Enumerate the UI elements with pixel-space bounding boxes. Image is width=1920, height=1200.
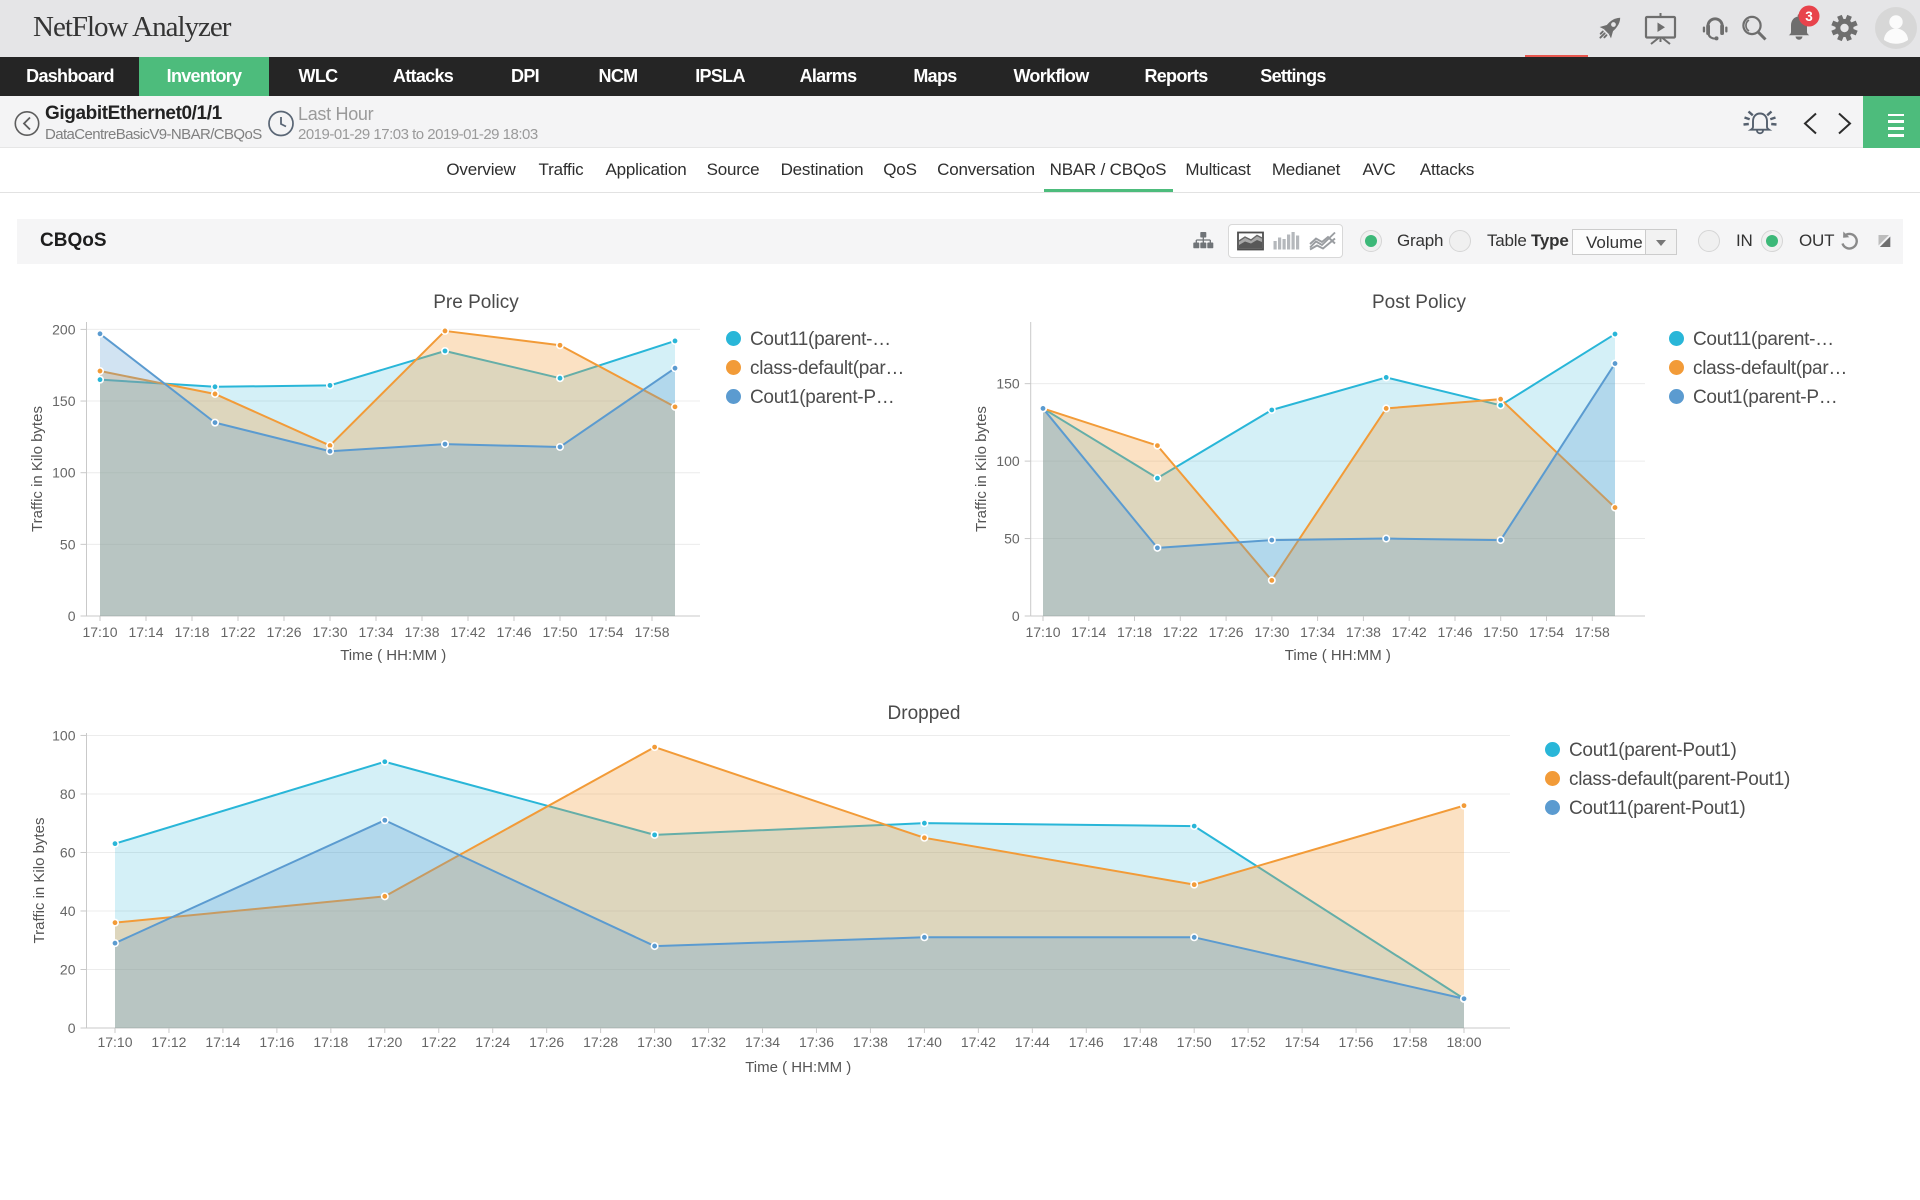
svg-text:17:10: 17:10 — [1025, 624, 1060, 640]
svg-text:17:36: 17:36 — [799, 1034, 834, 1050]
svg-text:100: 100 — [52, 727, 76, 743]
svg-text:17:28: 17:28 — [583, 1034, 618, 1050]
svg-text:Time ( HH:MM ): Time ( HH:MM ) — [340, 647, 446, 664]
svg-text:17:42: 17:42 — [961, 1034, 996, 1050]
svg-text:Dropped: Dropped — [888, 703, 961, 724]
svg-text:17:14: 17:14 — [128, 624, 163, 640]
svg-text:200: 200 — [52, 321, 76, 337]
svg-text:17:30: 17:30 — [637, 1034, 672, 1050]
svg-text:17:22: 17:22 — [220, 624, 255, 640]
svg-text:17:46: 17:46 — [496, 624, 531, 640]
svg-text:40: 40 — [60, 903, 76, 919]
svg-text:17:26: 17:26 — [266, 624, 301, 640]
svg-text:17:58: 17:58 — [634, 624, 669, 640]
svg-text:Traffic in Kilo bytes: Traffic in Kilo bytes — [31, 818, 48, 944]
svg-text:0: 0 — [68, 1020, 76, 1036]
svg-text:0: 0 — [68, 608, 76, 624]
svg-text:Post Policy: Post Policy — [1372, 292, 1466, 313]
svg-text:0: 0 — [1012, 608, 1020, 624]
svg-text:18:00: 18:00 — [1446, 1034, 1481, 1050]
svg-text:50: 50 — [1004, 531, 1020, 547]
svg-text:3: 3 — [1805, 9, 1813, 24]
svg-text:17:20: 17:20 — [367, 1034, 402, 1050]
svg-text:17:18: 17:18 — [174, 624, 209, 640]
svg-text:17:54: 17:54 — [1529, 624, 1564, 640]
svg-text:17:58: 17:58 — [1575, 624, 1610, 640]
svg-text:17:54: 17:54 — [588, 624, 623, 640]
svg-text:17:24: 17:24 — [475, 1034, 510, 1050]
svg-text:17:48: 17:48 — [1123, 1034, 1158, 1050]
svg-text:17:52: 17:52 — [1231, 1034, 1266, 1050]
svg-text:17:40: 17:40 — [907, 1034, 942, 1050]
svg-text:17:50: 17:50 — [1177, 1034, 1212, 1050]
svg-text:17:38: 17:38 — [1346, 624, 1381, 640]
svg-text:17:34: 17:34 — [1300, 624, 1335, 640]
svg-text:17:26: 17:26 — [1209, 624, 1244, 640]
svg-text:17:38: 17:38 — [404, 624, 439, 640]
svg-text:17:26: 17:26 — [529, 1034, 564, 1050]
svg-text:17:38: 17:38 — [853, 1034, 888, 1050]
svg-text:17:14: 17:14 — [1071, 624, 1106, 640]
svg-text:17:56: 17:56 — [1339, 1034, 1374, 1050]
svg-text:17:50: 17:50 — [542, 624, 577, 640]
svg-text:100: 100 — [996, 453, 1020, 469]
svg-text:17:16: 17:16 — [259, 1034, 294, 1050]
svg-text:150: 150 — [996, 376, 1020, 392]
svg-text:17:50: 17:50 — [1483, 624, 1518, 640]
svg-text:80: 80 — [60, 786, 76, 802]
svg-text:60: 60 — [60, 844, 76, 860]
svg-text:17:32: 17:32 — [691, 1034, 726, 1050]
svg-text:17:10: 17:10 — [82, 624, 117, 640]
svg-text:17:12: 17:12 — [151, 1034, 186, 1050]
svg-text:17:30: 17:30 — [1254, 624, 1289, 640]
svg-text:17:34: 17:34 — [358, 624, 393, 640]
svg-text:17:46: 17:46 — [1069, 1034, 1104, 1050]
svg-text:Traffic in Kilo bytes: Traffic in Kilo bytes — [973, 406, 990, 532]
svg-text:Time ( HH:MM ): Time ( HH:MM ) — [1285, 647, 1391, 664]
svg-text:20: 20 — [60, 961, 76, 977]
svg-text:17:22: 17:22 — [1163, 624, 1198, 640]
svg-text:17:44: 17:44 — [1015, 1034, 1050, 1050]
svg-text:50: 50 — [60, 536, 76, 552]
svg-text:17:18: 17:18 — [313, 1034, 348, 1050]
svg-text:17:10: 17:10 — [97, 1034, 132, 1050]
svg-text:17:54: 17:54 — [1285, 1034, 1320, 1050]
svg-text:17:42: 17:42 — [1392, 624, 1427, 640]
svg-text:Traffic in Kilo bytes: Traffic in Kilo bytes — [29, 406, 46, 532]
svg-text:17:58: 17:58 — [1393, 1034, 1428, 1050]
svg-text:17:46: 17:46 — [1437, 624, 1472, 640]
svg-text:100: 100 — [52, 465, 76, 481]
svg-text:17:14: 17:14 — [205, 1034, 240, 1050]
svg-text:17:18: 17:18 — [1117, 624, 1152, 640]
svg-text:17:22: 17:22 — [421, 1034, 456, 1050]
svg-text:Time ( HH:MM ): Time ( HH:MM ) — [745, 1059, 851, 1076]
svg-text:Pre Policy: Pre Policy — [433, 292, 519, 313]
svg-text:17:34: 17:34 — [745, 1034, 780, 1050]
svg-text:150: 150 — [52, 393, 76, 409]
svg-text:17:42: 17:42 — [450, 624, 485, 640]
svg-text:17:30: 17:30 — [312, 624, 347, 640]
